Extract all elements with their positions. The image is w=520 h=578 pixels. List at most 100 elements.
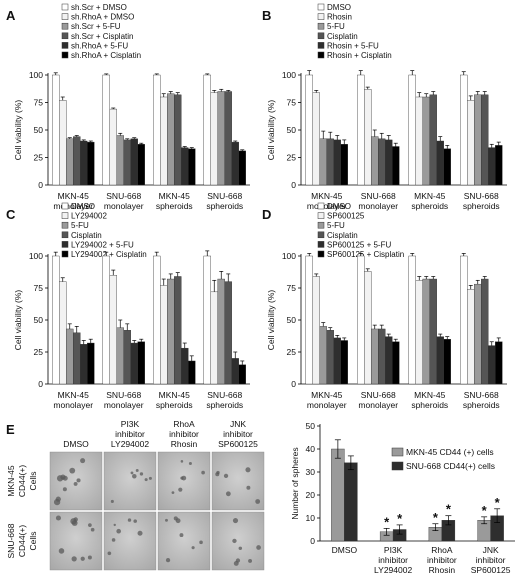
bar [357, 74, 365, 186]
bar [123, 330, 131, 385]
legend-label: sh.RhoA + 5-FU [71, 41, 128, 50]
x-category-label: monolayer [53, 201, 93, 211]
bar [371, 328, 379, 385]
bar [319, 326, 327, 385]
bar [357, 255, 365, 385]
bar [153, 255, 161, 385]
bar [488, 345, 496, 385]
legend-swatch [61, 51, 69, 59]
x-category-label: inhibitor [378, 555, 408, 565]
cell-cluster [127, 518, 132, 522]
panel-E-chart: 0 10 20 30 40 50 Number of spheres MKN-45 CD44 … [290, 421, 515, 575]
bar [378, 328, 386, 385]
bar [231, 141, 239, 186]
bar [443, 339, 451, 385]
cell-cluster [58, 548, 65, 554]
legend-label: SNU-668 CD44(+) cells [406, 461, 495, 471]
bar [174, 94, 182, 186]
legend-swatch [61, 22, 69, 30]
x-category-label: SNU-668 [464, 191, 499, 201]
y-tick-label: 25 [34, 347, 44, 357]
bar [217, 91, 225, 186]
x-category-label: monolayer [53, 400, 93, 410]
bar [87, 141, 95, 186]
significance-star: * [482, 503, 488, 518]
x-category-label: RhoA [431, 545, 453, 555]
column-header: PI3K [121, 419, 140, 429]
bar [116, 135, 124, 186]
bar [130, 138, 138, 186]
x-category-label: spheroids [156, 400, 193, 410]
bar [474, 94, 482, 186]
bar [102, 255, 110, 385]
cell-cluster [188, 462, 192, 466]
bar [312, 276, 320, 385]
cell-cluster [246, 485, 251, 490]
x-category-label: MKN-45 [58, 191, 89, 201]
bar [160, 285, 168, 385]
bar [429, 278, 437, 385]
bar [66, 138, 74, 186]
bar [422, 96, 430, 186]
bar [333, 337, 341, 385]
cell-cluster [191, 546, 195, 550]
column-header: LY294002 [111, 439, 149, 449]
bar [188, 148, 196, 186]
microscopy-image [211, 451, 265, 511]
bar [408, 255, 416, 385]
row-header: CD44(+) [17, 525, 27, 558]
bar [52, 255, 60, 385]
cell-cluster [179, 533, 184, 538]
column-header: RhoA [173, 419, 195, 429]
legend-label: LY294002 [71, 212, 107, 221]
y-tick-label: 25 [34, 153, 44, 163]
bar [59, 100, 67, 186]
cell-cluster [133, 519, 137, 523]
y-tick-label: 100 [282, 251, 296, 261]
cell-cluster [225, 491, 231, 497]
bar [181, 147, 189, 186]
cell-cluster [238, 546, 243, 551]
bar [392, 341, 400, 385]
legend-label: SP600125 + Cisplatin [327, 250, 404, 259]
row-header: MKN-45 [6, 465, 16, 496]
bar [73, 332, 81, 385]
bar [495, 145, 503, 186]
cell-cluster [60, 474, 66, 480]
bar [436, 140, 444, 186]
cell-cluster [87, 555, 92, 560]
legend-label: Cisplatin [327, 231, 358, 240]
legend-swatch [317, 241, 325, 248]
legend-swatch [317, 42, 325, 49]
bar [429, 94, 437, 186]
cell-cluster [69, 467, 76, 474]
row-header: CD44(+) [17, 465, 27, 498]
legend-label: Cisplatin [327, 32, 358, 41]
bar [203, 255, 211, 385]
bar [203, 74, 211, 186]
bar [495, 341, 503, 385]
legend-label: Rhosin [327, 13, 352, 22]
x-category-label: spheroids [156, 201, 193, 211]
bar [436, 336, 444, 385]
legend-swatch [61, 3, 69, 11]
x-category-label: SNU-668 [106, 390, 141, 400]
bar [80, 344, 88, 385]
y-tick-label: 100 [29, 70, 43, 80]
y-tick-label: 0 [38, 379, 43, 389]
cell-cluster [199, 540, 203, 545]
y-tick-label: 75 [34, 283, 44, 293]
cell-cluster [245, 467, 251, 473]
bar [385, 139, 393, 186]
y-tick-label: 75 [34, 98, 44, 108]
bar [385, 336, 393, 385]
cell-cluster [180, 476, 184, 480]
y-tick-label: 10 [306, 513, 316, 523]
cell-cluster [111, 538, 116, 542]
bar [109, 275, 117, 385]
y-axis-label: Cell viability (%) [266, 290, 276, 351]
x-category-label: SNU-668 [106, 191, 141, 201]
legend-label: 5-FU [71, 221, 89, 230]
